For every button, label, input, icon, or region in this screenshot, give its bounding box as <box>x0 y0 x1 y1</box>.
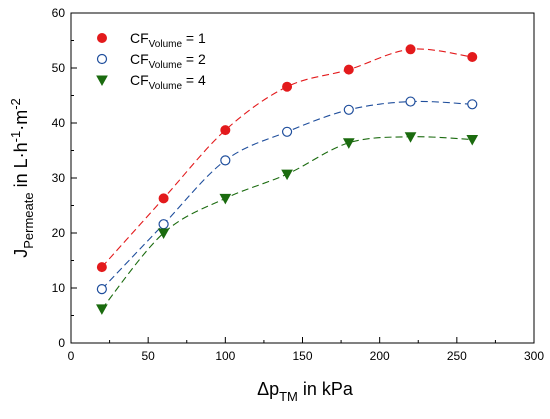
legend-label-3: CFVolume = 4 <box>130 72 206 92</box>
y-tick-label: 0 <box>58 336 65 350</box>
legend-marker-2 <box>96 53 108 65</box>
x-tick-label: 0 <box>68 349 75 363</box>
ticks: 0 50 100 150 200 250 300 0 10 20 30 40 50 60 <box>52 6 545 363</box>
data-point-series-1 <box>158 193 169 204</box>
x-tick-label: 200 <box>370 349 390 363</box>
y-tick-label: 40 <box>52 116 66 130</box>
data-point-series-2 <box>220 155 231 166</box>
data-point-series-2 <box>281 126 293 137</box>
y-axis-title: JPermeate in L·h-1·m-2 <box>8 98 36 258</box>
data-point-series-2 <box>467 99 478 110</box>
data-point-series-1 <box>220 125 231 136</box>
y-tick-label: 50 <box>52 61 66 75</box>
data-point-series-2 <box>405 96 416 107</box>
data-point-series-3 <box>281 169 293 181</box>
series-points <box>96 44 479 315</box>
y-tick-label: 10 <box>52 281 66 295</box>
data-point-series-1 <box>405 44 416 55</box>
x-tick-label: 300 <box>524 349 544 363</box>
y-tick-label: 20 <box>52 226 66 240</box>
data-point-series-3 <box>219 193 232 205</box>
data-point-series-3 <box>342 138 355 149</box>
series-line-3 <box>101 136 473 310</box>
x-tick-label: 100 <box>215 349 235 363</box>
legend-marker-1 <box>97 33 107 43</box>
legend-label-2: CFVolume = 2 <box>130 51 206 71</box>
data-point-series-1 <box>96 262 107 273</box>
data-point-series-3 <box>157 228 170 240</box>
data-point-series-2 <box>343 104 354 115</box>
data-point-series-3 <box>466 135 479 146</box>
data-point-series-2 <box>96 284 107 295</box>
data-point-series-2 <box>158 219 169 230</box>
x-tick-label: 250 <box>447 349 467 363</box>
data-point-series-3 <box>404 132 417 143</box>
y-tick-label: 60 <box>52 6 66 20</box>
x-tick-label: 50 <box>141 349 155 363</box>
legend-marker-3 <box>96 75 108 87</box>
data-point-series-3 <box>96 304 108 315</box>
data-point-series-1 <box>467 52 478 62</box>
y-tick-label: 30 <box>52 171 66 185</box>
x-axis-title: ΔpTM in kPa <box>257 379 354 404</box>
legend-label-1: CFVolume = 1 <box>130 30 206 50</box>
x-tick-label: 150 <box>292 349 312 363</box>
data-point-series-1 <box>343 64 354 75</box>
data-point-series-1 <box>282 81 293 92</box>
